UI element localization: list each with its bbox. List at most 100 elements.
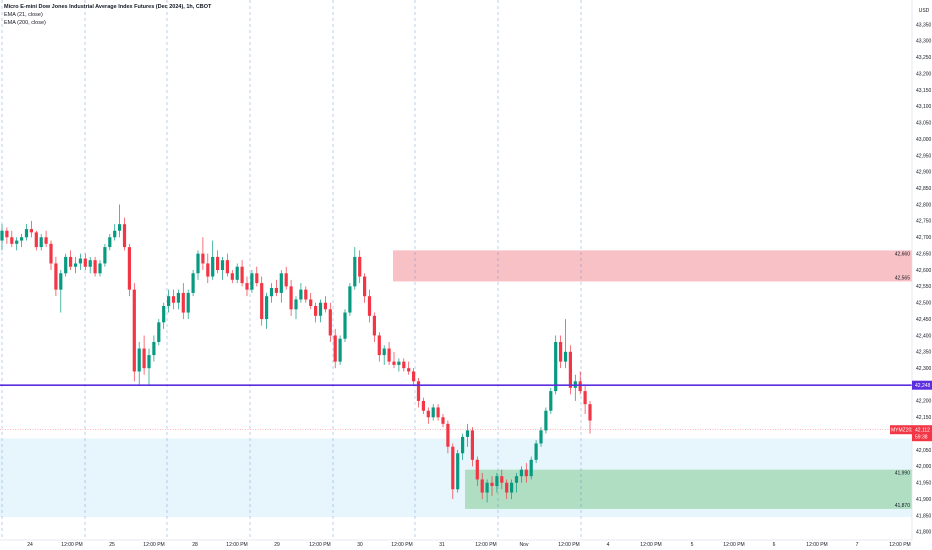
candle-body bbox=[534, 443, 538, 460]
candle-body bbox=[250, 273, 254, 290]
candle-body bbox=[441, 417, 445, 424]
candle-body bbox=[274, 288, 278, 293]
candle-body bbox=[220, 260, 225, 270]
candle-body bbox=[436, 407, 440, 418]
candle-body bbox=[88, 260, 92, 267]
x-tick-label: 12:00 PM bbox=[61, 542, 82, 548]
candle-body bbox=[402, 361, 406, 369]
x-tick-label: 12:00 PM bbox=[806, 542, 827, 548]
candle-body bbox=[505, 482, 509, 493]
last-price-label: 42,112 bbox=[915, 428, 930, 434]
candle-body bbox=[49, 243, 53, 264]
candle-body bbox=[348, 286, 352, 313]
y-tick-label: 42,950 bbox=[916, 153, 932, 159]
y-tick-label: 42,000 bbox=[916, 464, 932, 470]
x-tick-label: 12:00 PM bbox=[558, 542, 579, 548]
resistance-zone bbox=[393, 250, 912, 282]
x-tick-label: 7 bbox=[856, 542, 859, 548]
y-tick-label: 42,200 bbox=[916, 399, 932, 405]
legend-ema21: EMA (21, close) bbox=[4, 12, 43, 18]
candle-body bbox=[211, 256, 215, 277]
y-tick-label: 41,900 bbox=[916, 497, 932, 503]
candle-body bbox=[240, 266, 244, 284]
candle-body bbox=[142, 348, 146, 369]
candle-body bbox=[69, 256, 73, 267]
y-tick-label: 42,350 bbox=[916, 350, 932, 356]
y-tick-label: 42,700 bbox=[916, 235, 932, 241]
candle-body bbox=[407, 368, 411, 372]
candle-body bbox=[24, 229, 29, 238]
candle-body bbox=[230, 273, 234, 280]
candle-body bbox=[118, 224, 122, 231]
candle-body bbox=[216, 256, 220, 270]
support-zone-inner bbox=[465, 469, 912, 509]
x-tick-label: 25 bbox=[109, 542, 115, 548]
candle-body bbox=[416, 381, 421, 401]
candle-body bbox=[539, 430, 543, 444]
y-tick-label: 42,050 bbox=[916, 448, 932, 454]
x-tick-label: 12:00 PM bbox=[309, 542, 330, 548]
candle-body bbox=[392, 361, 396, 365]
y-tick-label: 43,350 bbox=[916, 22, 932, 28]
legend-ema200: EMA (200, close) bbox=[4, 20, 46, 26]
y-tick-label: 41,950 bbox=[916, 481, 932, 487]
candle-body bbox=[0, 230, 4, 241]
candle-body bbox=[304, 289, 308, 300]
candle-body bbox=[59, 273, 63, 290]
x-tick-label: 24 bbox=[27, 542, 33, 548]
candle-body bbox=[147, 355, 151, 369]
candle-body bbox=[284, 273, 288, 287]
candle-body bbox=[397, 361, 401, 365]
candle-body bbox=[299, 289, 303, 300]
candle-body bbox=[269, 288, 274, 297]
candle-body bbox=[122, 224, 127, 248]
candle-body bbox=[559, 342, 563, 362]
x-tick-label: 4 bbox=[607, 542, 610, 548]
legend-symbol: Micro E-mini Dow Jones Industrial Averag… bbox=[4, 4, 212, 10]
support-zone-inner-label-bottom: 41,870 bbox=[895, 503, 911, 509]
candle-body bbox=[446, 423, 450, 447]
candle-body bbox=[382, 348, 386, 356]
y-tick-label: 43,050 bbox=[916, 121, 932, 127]
x-tick-label: 12:00 PM bbox=[640, 542, 661, 548]
candle-body bbox=[191, 273, 195, 293]
x-tick-label: 6 bbox=[773, 542, 776, 548]
candle-body bbox=[309, 299, 313, 306]
candle-body bbox=[554, 342, 558, 392]
x-tick-label: 12:00 PM bbox=[226, 542, 247, 548]
resistance-zone-label-bottom: 42,565 bbox=[895, 275, 911, 281]
x-tick-label: 12:00 PM bbox=[391, 542, 412, 548]
y-tick-label: 43,250 bbox=[916, 55, 932, 61]
candle-body bbox=[103, 247, 107, 264]
candle-body bbox=[514, 476, 519, 483]
candle-body bbox=[152, 342, 156, 356]
candle-body bbox=[93, 260, 97, 274]
candle-body bbox=[171, 296, 176, 303]
y-tick-label: 41,850 bbox=[916, 513, 932, 519]
y-tick-label: 41,800 bbox=[916, 530, 932, 536]
candle-body bbox=[578, 381, 582, 392]
candle-body bbox=[83, 258, 87, 267]
candle-body bbox=[132, 289, 136, 372]
candle-body bbox=[377, 335, 381, 356]
candle-body bbox=[495, 476, 499, 486]
candle-body bbox=[358, 256, 362, 277]
candle-body bbox=[563, 351, 568, 362]
y-tick-label: 43,000 bbox=[916, 137, 932, 143]
candle-body bbox=[186, 292, 190, 313]
candle-body bbox=[333, 335, 337, 362]
candle-body bbox=[196, 253, 200, 274]
horizontal-line-badge bbox=[912, 380, 932, 390]
candle-body bbox=[387, 348, 391, 362]
candle-body bbox=[78, 258, 82, 264]
candle-body bbox=[461, 436, 465, 454]
candle-body bbox=[451, 446, 455, 490]
y-tick-label: 43,100 bbox=[916, 104, 932, 110]
candle-body bbox=[328, 309, 332, 336]
candle-body bbox=[485, 482, 489, 493]
y-tick-label: 42,650 bbox=[916, 251, 932, 257]
candle-body bbox=[367, 296, 372, 316]
candle-body bbox=[318, 302, 323, 316]
